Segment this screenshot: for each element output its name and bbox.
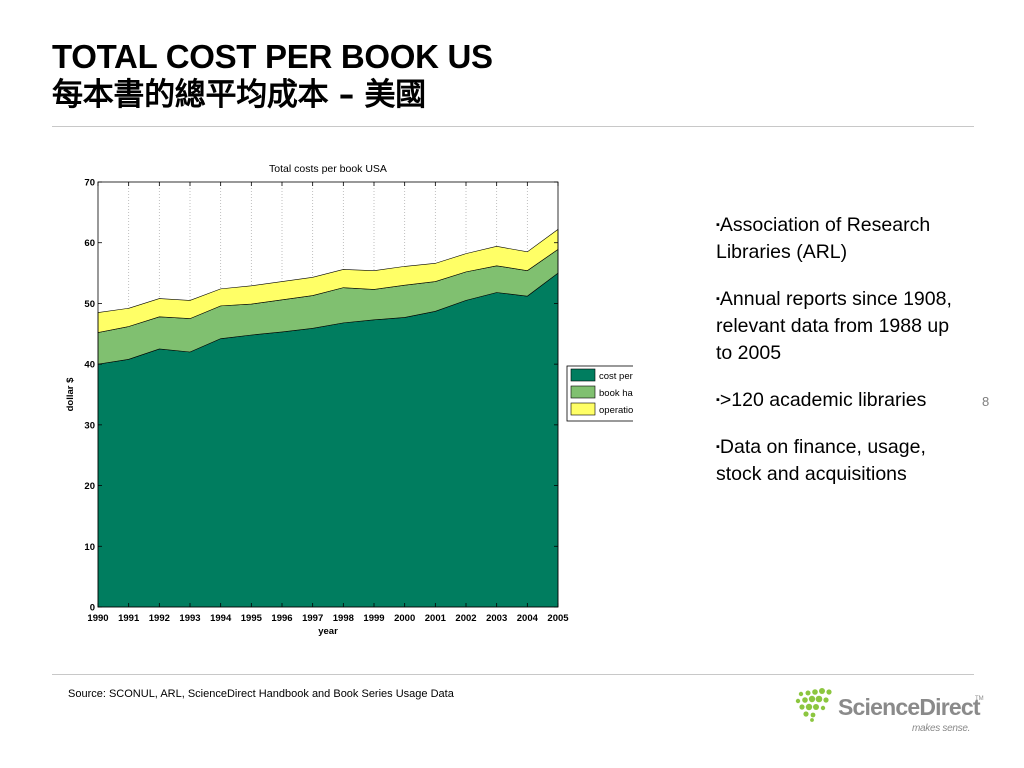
bullet-item: ▪Association of Research Libraries (ARL) (716, 212, 956, 266)
logo-dot (798, 691, 804, 697)
title-english: TOTAL COST PER BOOK US (52, 38, 493, 75)
x-tick-label: 2005 (547, 613, 569, 624)
logo-dot (826, 689, 832, 695)
bullet-text: Association of Research Libraries (ARL) (716, 214, 931, 263)
title-divider (52, 126, 974, 127)
slide-title: TOTAL COST PER BOOK US 每本書的總平均成本 – 美國 (52, 38, 493, 114)
legend-swatch (570, 385, 596, 399)
legend-swatch (570, 368, 596, 382)
logo-dot (819, 688, 825, 694)
x-tick-label: 1996 (271, 613, 292, 624)
bullet-text: >120 academic libraries (719, 389, 927, 411)
x-tick-label: 2003 (486, 613, 507, 624)
bullet-item: ▪Annual reports since 1908, relevant dat… (716, 286, 956, 367)
legend-label: book handling (599, 388, 633, 399)
source-note: Source: SCONUL, ARL, ScienceDirect Handb… (68, 688, 454, 700)
y-axis-label: dollar $ (65, 377, 76, 412)
y-tick-label: 30 (84, 420, 95, 431)
x-tick-label: 1990 (87, 613, 108, 624)
x-tick-label: 1997 (302, 613, 323, 624)
legend-label: cost per book (599, 371, 633, 382)
logo-dot (803, 711, 809, 717)
logo-dot (805, 703, 813, 711)
logo-dot (813, 704, 819, 710)
x-tick-label: 1998 (333, 613, 354, 624)
x-tick-label: 1995 (241, 613, 263, 624)
logo-tagline: makes sense. (912, 723, 971, 734)
x-tick-label: 2000 (394, 613, 415, 624)
logo-dot (810, 718, 814, 722)
bullet-marker: ▪ (716, 219, 720, 231)
bullet-marker: ▪ (716, 394, 720, 406)
logo-dot (795, 698, 801, 704)
logo-dot (805, 690, 811, 696)
footer-divider (52, 674, 974, 675)
y-tick-label: 50 (84, 299, 95, 310)
logo-dots-icon (795, 688, 832, 722)
logo-dot (820, 705, 826, 711)
logo-wordmark: ScienceDirect (838, 694, 981, 720)
y-tick-label: 10 (84, 542, 95, 553)
x-tick-label: 1994 (210, 613, 232, 624)
logo-dot (812, 689, 818, 695)
legend-label: operational cost (599, 405, 633, 416)
x-tick-label: 2004 (517, 613, 539, 624)
y-tick-label: 0 (90, 603, 95, 614)
chart-title: Total costs per book USA (269, 163, 387, 175)
logo-dot (823, 697, 829, 703)
logo-dot (802, 697, 808, 703)
logo-dot (810, 712, 816, 718)
y-tick-label: 20 (84, 481, 95, 492)
bullet-list: ▪Association of Research Libraries (ARL)… (716, 212, 956, 508)
bullet-item: ▪>120 academic libraries (716, 387, 956, 414)
title-chinese: 每本書的總平均成本 – 美國 (52, 77, 426, 113)
logo-trademark: TM (975, 696, 984, 702)
plot-frame (97, 181, 559, 608)
x-tick-label: 1999 (363, 613, 384, 624)
x-tick-label: 2002 (455, 613, 476, 624)
logo-dot (799, 704, 805, 710)
bullet-marker: ▪ (716, 293, 720, 305)
bullet-marker: ▪ (716, 441, 720, 453)
x-tick-label: 1991 (118, 613, 140, 624)
bullet-text: Data on finance, usage, stock and acquis… (716, 436, 926, 485)
logo-dot (815, 695, 823, 703)
y-tick-label: 70 (84, 178, 95, 189)
sciencedirect-logo: ScienceDirect TM makes sense. (793, 686, 984, 738)
x-tick-label: 1993 (179, 613, 200, 624)
bullet-text: Annual reports since 1908, relevant data… (716, 288, 952, 364)
stacked-area-chart: 0 10 20 30 40 50 60 70 1990 1991 1992 1993 1994 1995 1… (65, 163, 633, 637)
y-tick-label: 40 (84, 360, 95, 371)
page-number: 8 (982, 394, 990, 409)
x-tick-label: 1992 (149, 613, 170, 624)
y-tick-label: 60 (84, 238, 95, 249)
legend-swatch (570, 402, 596, 416)
x-tick-label: 2001 (425, 613, 447, 624)
logo-dot (808, 695, 816, 703)
x-axis-label: year (318, 626, 338, 637)
bullet-item: ▪Data on finance, usage, stock and acqui… (716, 434, 956, 488)
